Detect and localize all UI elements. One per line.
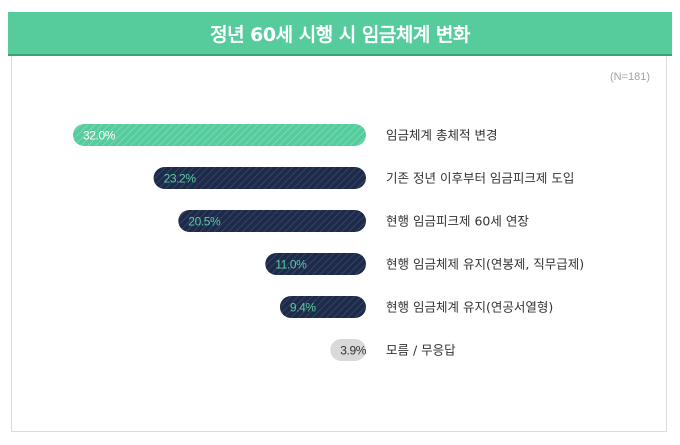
category-label: 임금체계 총체적 변경 (386, 128, 497, 143)
category-label: 모름 / 무응답 (386, 343, 456, 358)
chart-title: 정년 60세 시행 시 임금체계 변화 (210, 23, 470, 46)
category-label: 현행 임금체계 유지(연공서열형) (386, 300, 553, 315)
bar-value-label: 20.5% (188, 215, 221, 229)
bar-4 (279, 296, 366, 318)
category-label: 현행 임금체제 유지(연봉제, 직무급제) (386, 257, 584, 272)
bar-value-label: 9.4% (290, 301, 316, 315)
category-label: 기존 정년 이후부터 임금피크제 도입 (386, 171, 574, 186)
bar-0 (73, 124, 366, 146)
bar-value-label: 32.0% (83, 129, 116, 143)
sample-size-note: (N=181) (609, 71, 650, 83)
bar-3 (265, 253, 366, 275)
bar-value-label: 3.9% (340, 344, 366, 358)
category-label: 현행 임금피크제 60세 연장 (386, 214, 529, 229)
bar-5 (330, 339, 366, 361)
bar-value-label: 11.0% (275, 258, 307, 272)
bar-2 (178, 210, 366, 232)
chart-frame (11, 44, 667, 432)
title-banner: 정년 60세 시행 시 임금체계 변화 (8, 12, 672, 54)
bar-value-label: 23.2% (164, 172, 197, 186)
bar-1 (153, 167, 366, 189)
